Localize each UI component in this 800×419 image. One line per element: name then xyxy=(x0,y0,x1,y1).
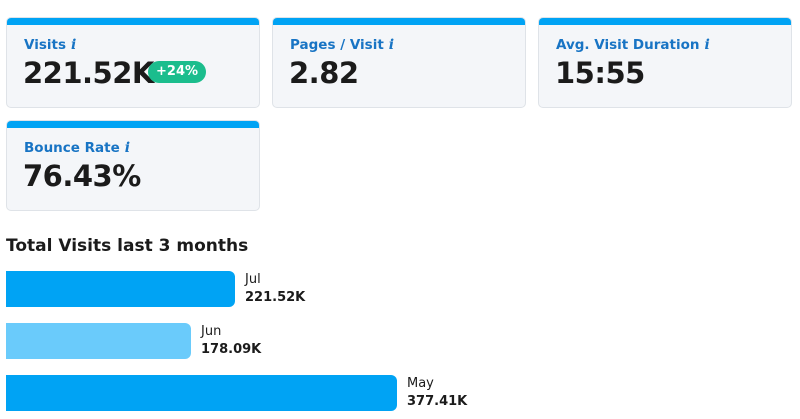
bar-month-label: Jun xyxy=(201,324,222,339)
bar-month-label: May xyxy=(407,376,434,391)
bar-value-label: 377.41K xyxy=(407,394,468,409)
bar-may[interactable] xyxy=(6,375,397,411)
metric-label: Bounce Rate i xyxy=(24,140,130,156)
metric-label: Visits i xyxy=(24,37,76,53)
card-accent-bar xyxy=(7,18,259,25)
metric-label-text: Avg. Visit Duration xyxy=(556,37,700,53)
bar-jul[interactable] xyxy=(6,271,235,307)
info-icon[interactable]: i xyxy=(71,37,77,53)
trend-badge: +24% xyxy=(148,61,207,83)
metric-label-text: Bounce Rate xyxy=(24,140,120,156)
bar-value-label: 178.09K xyxy=(201,342,262,357)
card-accent-bar xyxy=(7,121,259,128)
info-icon[interactable]: i xyxy=(388,37,395,53)
metric-card-visits: Visits i 221.52K +24% xyxy=(6,17,260,108)
metric-label-text: Visits xyxy=(24,37,66,53)
bar-label: May 377.41K xyxy=(407,375,467,411)
bar-value-label: 221.52K xyxy=(245,290,306,305)
info-icon[interactable]: i xyxy=(704,37,710,53)
card-accent-bar xyxy=(273,18,525,25)
info-icon[interactable]: i xyxy=(124,140,131,156)
metric-value: 15:55 xyxy=(555,56,645,90)
metric-label: Avg. Visit Duration i xyxy=(556,37,710,53)
metric-label-text: Pages / Visit xyxy=(290,37,384,53)
metric-card-avg-visit-duration: Avg. Visit Duration i 15:55 xyxy=(538,17,792,108)
metric-value: 2.82 xyxy=(289,56,359,90)
metric-card-bounce-rate: Bounce Rate i 76.43% xyxy=(6,120,260,211)
metric-label: Pages / Visit i xyxy=(290,37,394,53)
metric-value: 76.43% xyxy=(23,159,141,193)
bar-month-label: Jul xyxy=(245,272,261,287)
bar-label: Jun 178.09K xyxy=(201,323,261,359)
bar-jun[interactable] xyxy=(6,323,191,359)
metric-card-pages-per-visit: Pages / Visit i 2.82 xyxy=(272,17,526,108)
card-accent-bar xyxy=(539,18,791,25)
bar-label: Jul 221.52K xyxy=(245,271,305,307)
chart-title: Total Visits last 3 months xyxy=(6,236,249,256)
metric-value: 221.52K xyxy=(23,56,154,90)
